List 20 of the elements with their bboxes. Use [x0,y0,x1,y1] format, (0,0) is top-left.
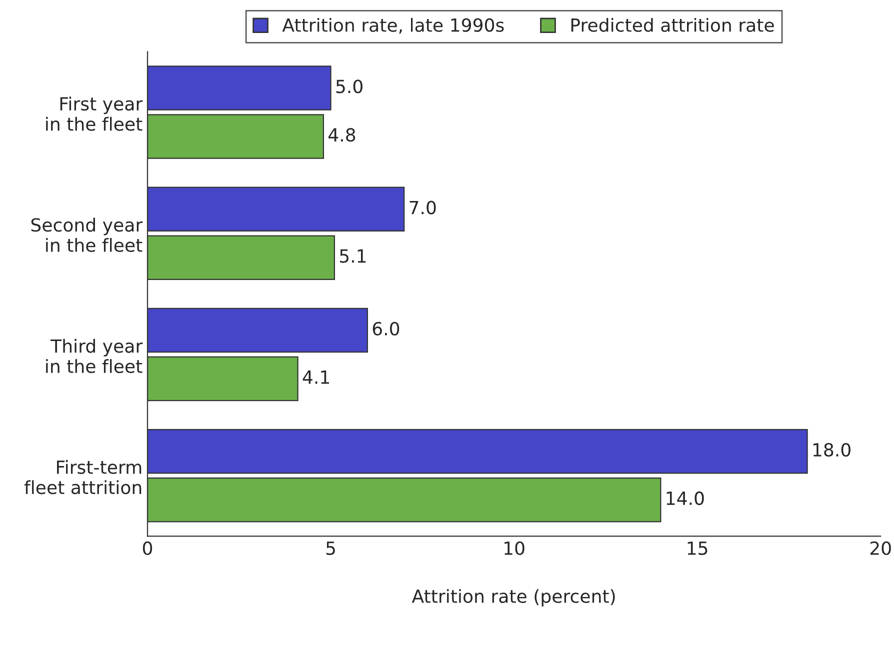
x-tick-label: 5 [326,542,335,556]
data-label: 18.0 [813,442,850,457]
y-tick-label: First-term fleet attrition [24,460,142,494]
x-tick-label: 0 [142,541,152,556]
data-label: 4.1 [302,370,330,384]
data-label: 7.0 [410,200,436,214]
data-label: 4.8 [328,128,356,142]
y-tick-label: Second year in the fleet [31,218,143,252]
data-label: 14.0 [666,491,704,506]
legend-label: Predicted attrition rate [571,18,774,32]
y-tick-label: First year in the fleet [46,96,143,131]
x-tick-label: 20 [870,541,891,556]
legend-label: Attrition rate, late 1990s [282,18,504,34]
data-label: 5.1 [340,249,366,263]
data-label: 6.0 [372,322,400,336]
x-axis-title: Attrition rate (percent) [412,589,615,607]
x-tick-label: 10 [504,541,524,556]
data-label: 5.0 [336,80,362,94]
x-tick-label: 15 [688,542,708,556]
y-tick-label: Third year in the fleet [46,338,143,374]
